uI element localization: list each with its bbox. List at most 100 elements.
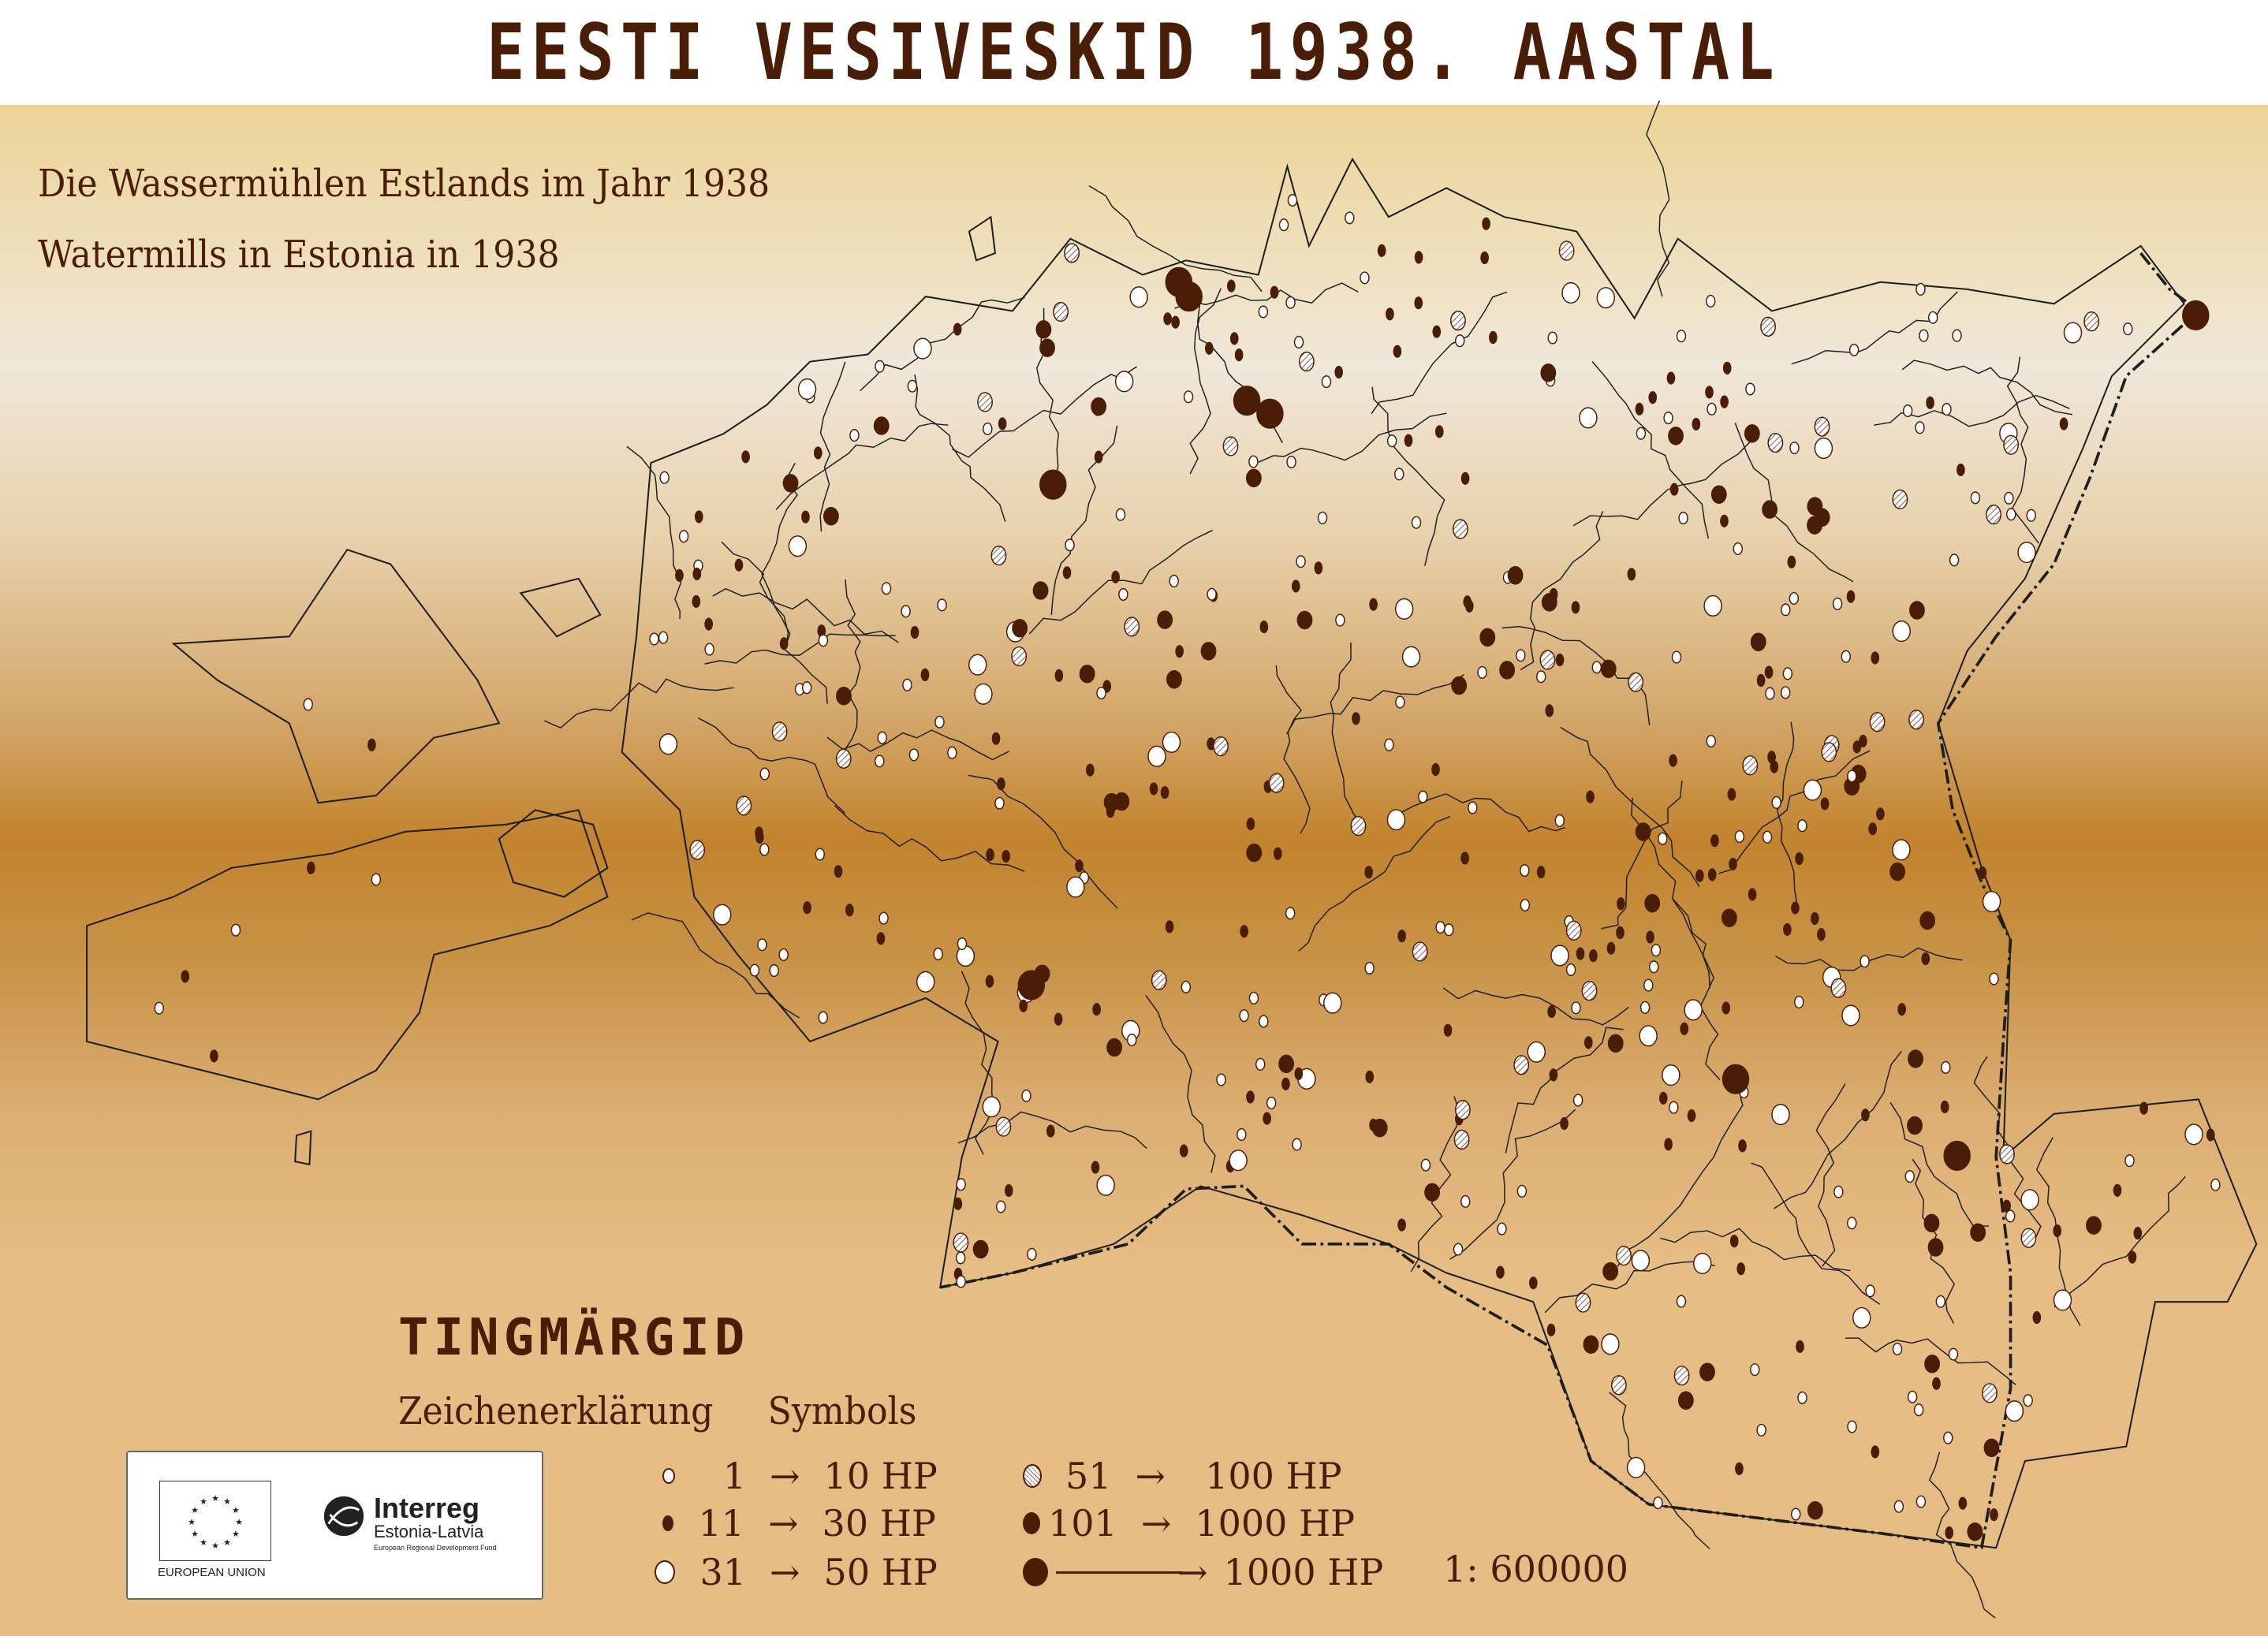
watermill-marker [1293, 335, 1304, 349]
eu-star-icon: ★ [232, 1505, 240, 1515]
watermill-marker [1941, 1060, 1951, 1074]
watermill-marker [755, 830, 764, 844]
river [1174, 282, 1359, 309]
watermill-marker [1259, 620, 1269, 634]
watermill-marker [1246, 1090, 1255, 1104]
watermill-marker [704, 617, 713, 631]
watermill-marker [2059, 417, 2068, 430]
watermill-marker [1915, 1495, 1927, 1508]
legend-subtitle-de: Zeichenerklärung [398, 1389, 714, 1433]
watermill-marker [1394, 598, 1414, 620]
river [1035, 307, 1060, 500]
watermill-marker [1821, 742, 1837, 762]
watermill-marker [1707, 402, 1717, 416]
river [544, 678, 734, 729]
watermill-marker [1004, 1184, 1013, 1198]
legend-from: 11 [698, 1502, 744, 1545]
watermill-marker [1171, 315, 1180, 329]
watermill-marker [1233, 386, 1261, 416]
river [1774, 1050, 1902, 1209]
watermill-marker [1602, 1261, 1619, 1281]
watermill-marker [994, 796, 1005, 810]
watermill-marker [1847, 1420, 1857, 1433]
watermill-marker [1607, 1034, 1624, 1053]
legend-item-1-10: 1 → 10 HP [662, 1455, 938, 1497]
watermill-marker [1266, 1096, 1277, 1110]
watermill-marker [1790, 1507, 1801, 1521]
watermill-marker [1397, 1218, 1406, 1232]
watermill-marker [1278, 1054, 1295, 1074]
watermill-marker [1414, 296, 1423, 310]
river [1286, 673, 1464, 735]
river [1889, 1101, 1990, 1227]
watermill-marker [1687, 1109, 1696, 1123]
watermill-marker [1147, 745, 1166, 767]
watermill-marker [1764, 665, 1774, 679]
river [1660, 1228, 1851, 1272]
watermill-marker [658, 631, 669, 644]
watermill-marker [1039, 469, 1067, 500]
river [1775, 947, 1963, 971]
watermill-marker [1760, 316, 1776, 337]
watermill-marker [1820, 797, 1830, 811]
watermill-marker [1868, 822, 1877, 836]
watermill-marker [2053, 1224, 2062, 1238]
river [834, 805, 1025, 872]
eu-star-icon: ★ [211, 1493, 219, 1504]
watermill-marker [1748, 888, 1757, 901]
watermill-marker [1756, 1423, 1766, 1437]
watermill-marker [1496, 1265, 1505, 1279]
watermill-marker [1245, 468, 1262, 488]
watermill-marker [1364, 961, 1375, 975]
watermill-marker [1480, 251, 1489, 265]
river [1501, 625, 1651, 726]
watermill-marker [937, 598, 947, 612]
interreg-subtitle: Estonia-Latvia [374, 1522, 484, 1541]
legend-item-over-1000: → 1000 HP [1023, 1551, 1383, 1593]
watermill-marker [2020, 1228, 2037, 1248]
watermill-marker [1560, 1116, 1569, 1130]
watermill-marker [1032, 581, 1049, 600]
river [1050, 425, 1118, 615]
watermill-marker [878, 911, 889, 925]
watermill-marker [1064, 243, 1080, 263]
watermill-marker [1460, 1194, 1471, 1208]
watermill-marker [1658, 832, 1668, 845]
river [721, 541, 828, 704]
watermill-marker [1663, 412, 1673, 425]
watermill-marker [1871, 651, 1880, 665]
watermill-marker [1093, 403, 1102, 416]
watermill-marker [1626, 1456, 1646, 1478]
watermill-marker [1636, 427, 1647, 440]
watermill-marker [1669, 483, 1679, 496]
watermill-marker [1075, 859, 1084, 873]
watermill-marker [181, 970, 190, 983]
watermill-marker [1807, 516, 1822, 535]
river [1815, 1083, 1846, 1267]
watermill-marker [1096, 686, 1106, 700]
watermill-marker [1258, 305, 1269, 319]
watermill-marker [990, 546, 1007, 566]
watermill-marker [1794, 995, 1804, 1009]
watermill-marker [1011, 646, 1028, 667]
watermill-marker [1869, 712, 1886, 732]
watermill-marker [1364, 866, 1373, 879]
river [968, 774, 1118, 909]
watermill-marker [1949, 553, 1960, 567]
watermill-marker [1278, 218, 1289, 232]
watermill-marker [1733, 542, 1744, 556]
watermill-marker [901, 605, 911, 618]
watermill-marker [1720, 395, 1729, 408]
watermill-marker [974, 683, 993, 705]
watermill-marker [1012, 619, 1028, 638]
watermill-marker [1986, 504, 2001, 525]
watermill-marker [675, 568, 684, 582]
interreg-fund: European Regional Development Fund [374, 1544, 497, 1552]
watermill-marker [956, 1275, 966, 1288]
watermill-marker [1547, 331, 1557, 345]
watermill-marker [1460, 852, 1469, 865]
funding-logos: ★ ★ ★ ★ ★ ★ ★ ★ ★ ★ ★ ★ EUROPEAN UNION Interreg Est… [126, 1451, 543, 1600]
watermill-marker [1847, 1217, 1857, 1230]
watermill-marker [1335, 613, 1345, 627]
watermill-marker [1940, 1100, 1949, 1114]
